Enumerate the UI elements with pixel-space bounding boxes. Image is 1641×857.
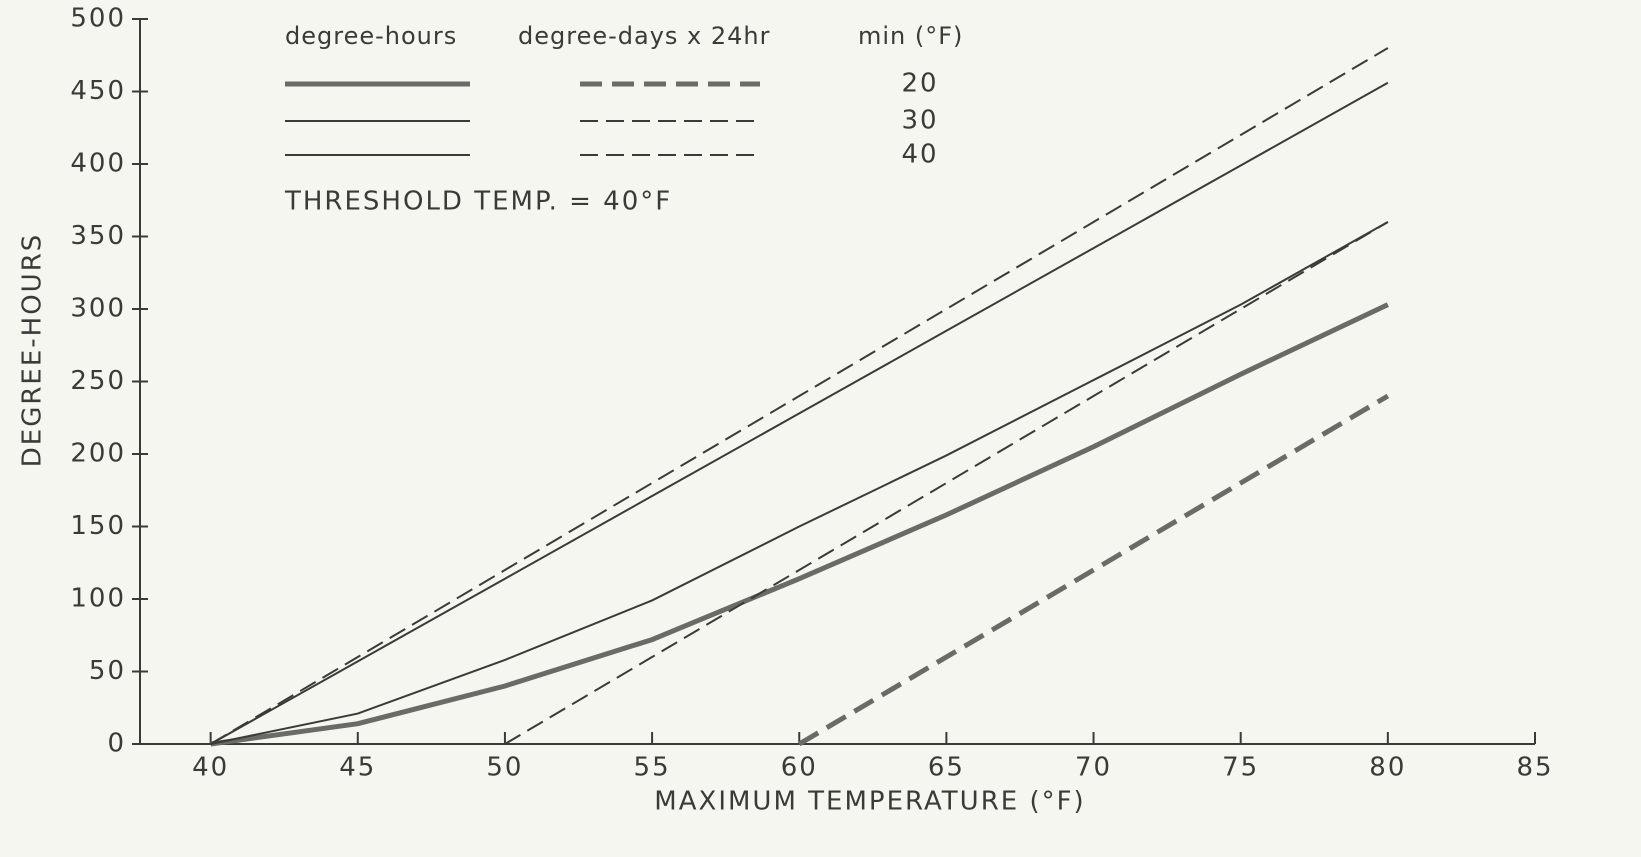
legend-header: degree-hours xyxy=(285,22,457,50)
series-line xyxy=(210,302,1389,747)
x-tick-label: 55 xyxy=(634,753,671,783)
legend-label: 40 xyxy=(901,140,938,170)
y-tick-label: 200 xyxy=(70,439,126,469)
annotation: THRESHOLD TEMP. = 40°F xyxy=(284,187,672,217)
y-tick-label: 250 xyxy=(70,366,126,396)
y-tick-label: 300 xyxy=(70,294,126,324)
y-tick-label: 350 xyxy=(70,221,126,251)
y-tick-label: 0 xyxy=(107,729,126,759)
x-tick-label: 50 xyxy=(486,753,523,783)
y-tick-label: 450 xyxy=(70,76,126,106)
y-tick-label: 50 xyxy=(89,656,126,686)
series-line xyxy=(210,81,1389,745)
x-axis-label: MAXIMUM TEMPERATURE (°F) xyxy=(654,787,1085,817)
legend-header: min (°F) xyxy=(858,22,963,50)
series-line xyxy=(210,221,1389,745)
x-tick-label: 80 xyxy=(1369,753,1406,783)
x-tick-label: 70 xyxy=(1075,753,1112,783)
y-tick-label: 500 xyxy=(70,4,126,34)
series-line xyxy=(797,393,1390,747)
y-tick-label: 100 xyxy=(70,584,126,614)
x-tick-label: 60 xyxy=(781,753,818,783)
x-tick-label: 85 xyxy=(1516,753,1553,783)
series-line xyxy=(504,221,1389,745)
legend-label: 30 xyxy=(901,106,938,136)
y-axis-label: DEGREE-HOURS xyxy=(18,233,48,468)
x-tick-label: 40 xyxy=(192,753,229,783)
y-tick-label: 150 xyxy=(70,511,126,541)
y-tick-label: 400 xyxy=(70,149,126,179)
legend-header: degree-days x 24hr xyxy=(518,22,771,50)
x-tick-label: 65 xyxy=(928,753,965,783)
legend-label: 20 xyxy=(901,69,938,99)
x-tick-label: 45 xyxy=(339,753,376,783)
x-tick-label: 75 xyxy=(1222,753,1259,783)
series-line xyxy=(210,47,1389,745)
